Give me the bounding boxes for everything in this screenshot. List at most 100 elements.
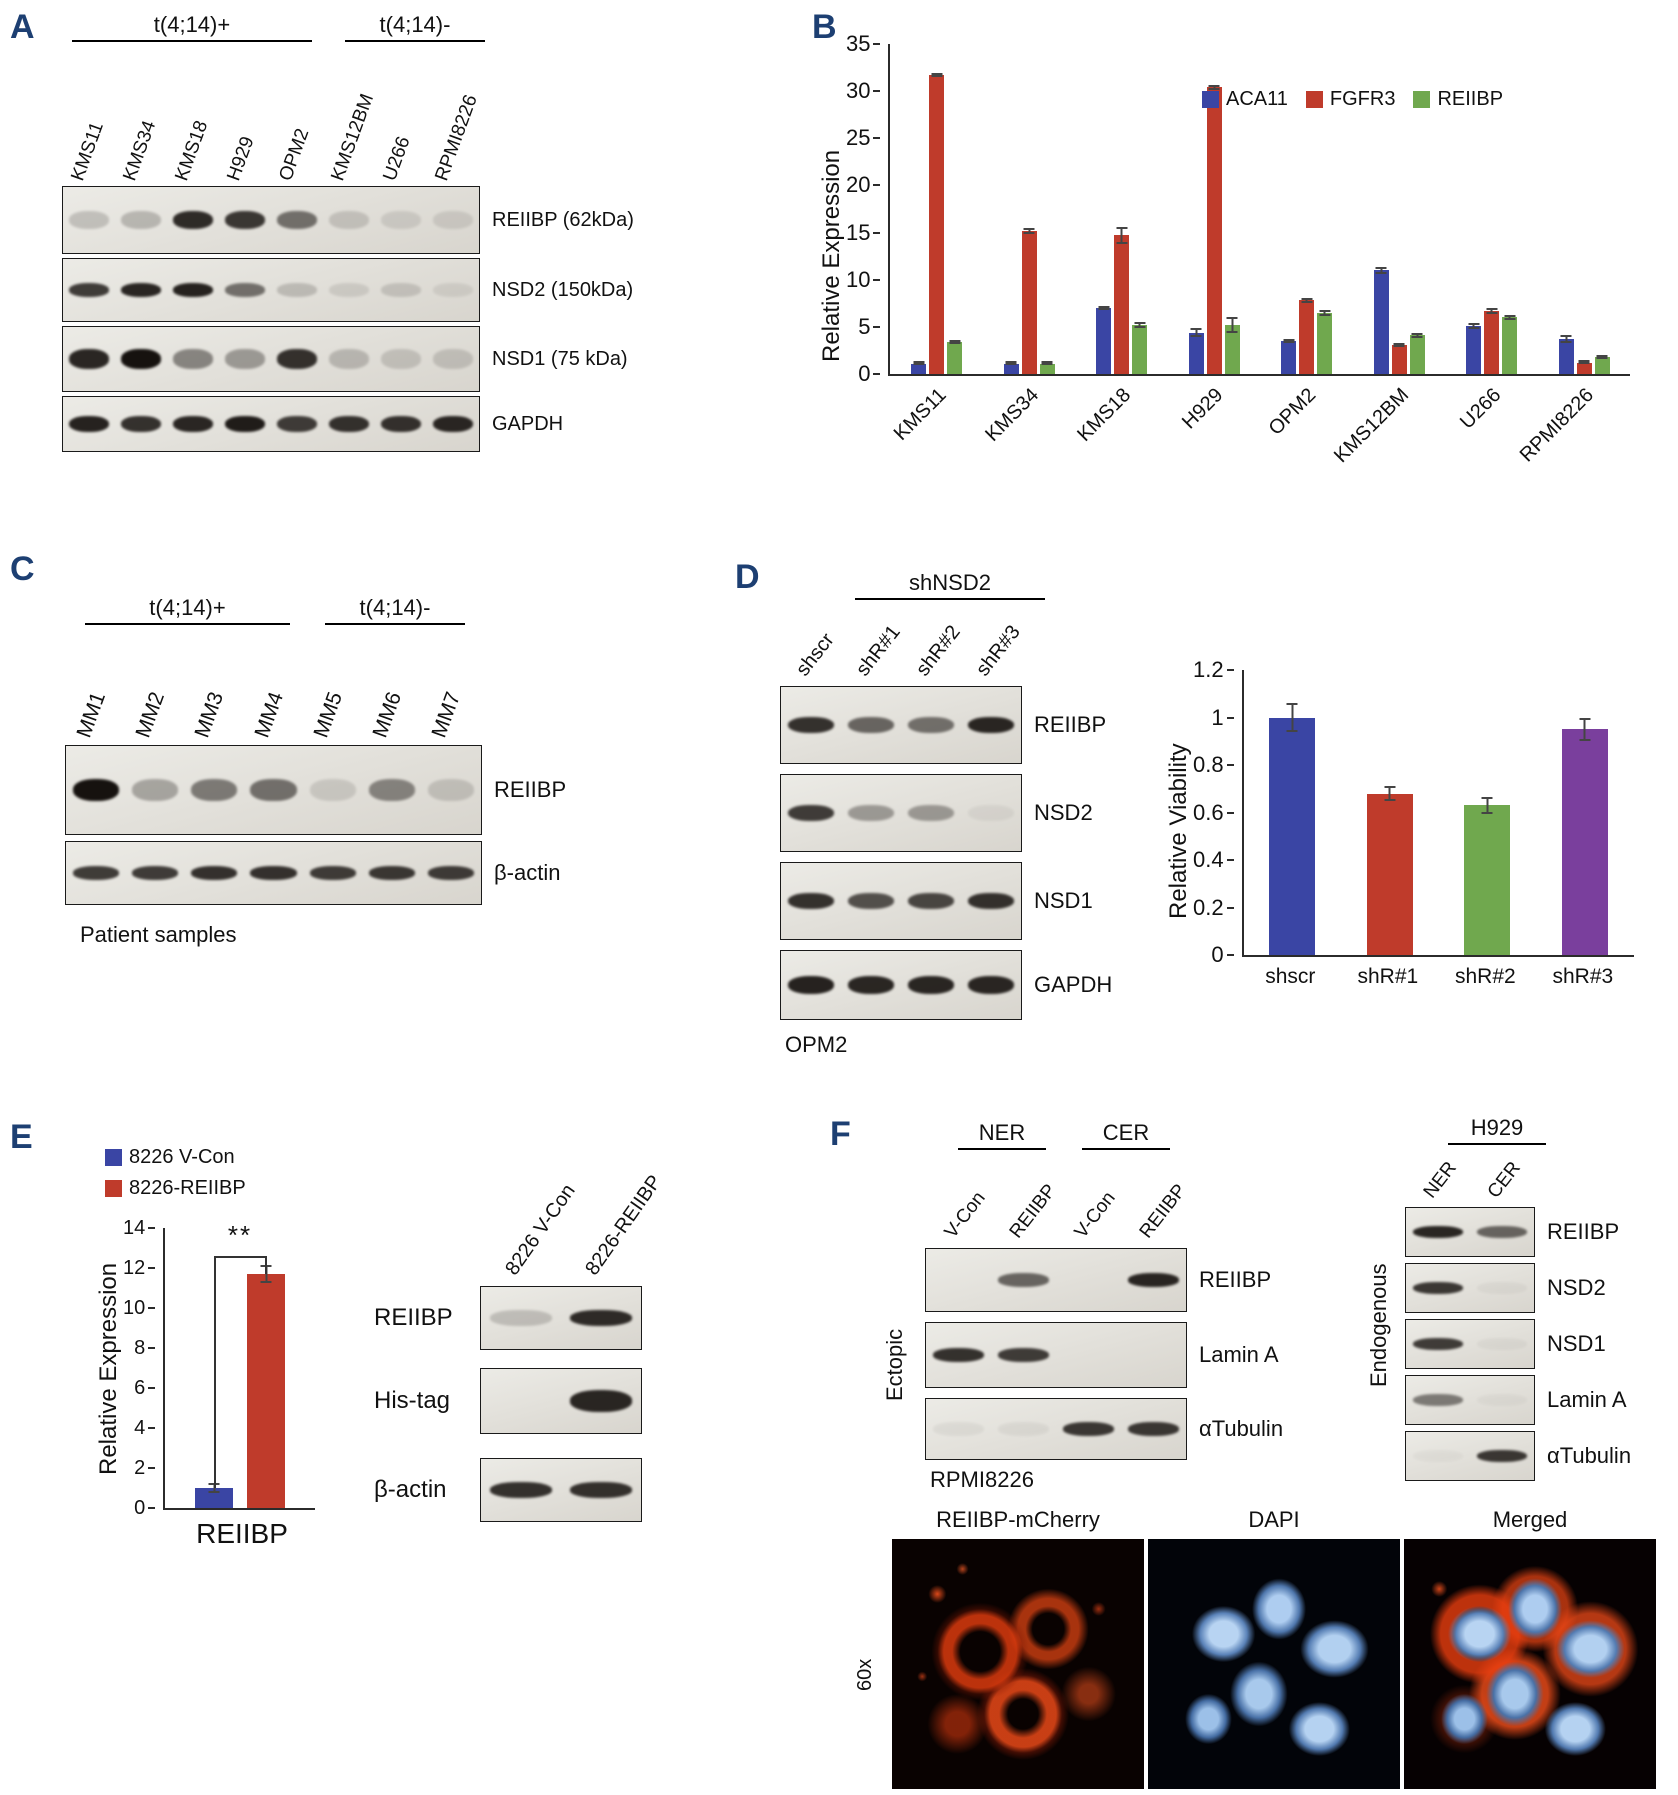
- protein-band: [368, 866, 416, 880]
- blot-lane: [1470, 1432, 1534, 1480]
- protein-band: [569, 1482, 633, 1498]
- protein-band: [224, 416, 266, 432]
- lane-label: RPMI8226: [431, 92, 482, 184]
- bar-group: [1188, 84, 1240, 374]
- x-axis-labels: KMS11 KMS34 KMS18 H929 OPM2 KMS12BM U266 RPMI82…: [888, 376, 1628, 468]
- panel-b: B Relative Expression 35 30 25 20 15 10 5 0 KMS1…: [812, 8, 1678, 548]
- blot-lane: [1406, 1376, 1470, 1424]
- error-bar: [1301, 298, 1313, 303]
- blot-lane: [901, 687, 961, 763]
- blot-image-nsd2: [780, 774, 1022, 852]
- lane-label: CER: [1483, 1157, 1525, 1203]
- cell-line-caption: OPM2: [785, 1032, 848, 1057]
- bar-reiibp: [1039, 361, 1055, 374]
- blot-image-tubulin: [925, 1398, 1187, 1460]
- group-header-cer: CER: [1082, 1120, 1170, 1150]
- western-blot-stack: REIIBP His-tag β-actin: [374, 1286, 642, 1522]
- protein-band: [250, 866, 297, 880]
- lane-labels-zone: NER CER: [1405, 1143, 1533, 1205]
- protein-band: [68, 349, 110, 369]
- microscopy-dapi-image: [1148, 1539, 1400, 1789]
- bar-8226-reiibp: [247, 1265, 286, 1508]
- blot-row: β-actin: [65, 841, 566, 905]
- protein-band: [1063, 1422, 1114, 1436]
- dapi-label: DAPI: [1248, 1507, 1300, 1532]
- blot-lane: [427, 187, 479, 253]
- bar-aca11: [1281, 338, 1297, 374]
- protein-band: [328, 416, 370, 432]
- protein-band: [380, 211, 422, 229]
- bar-fgfr3: [1576, 360, 1592, 374]
- blot-lane: [561, 1369, 641, 1433]
- bar-aca11: [1188, 327, 1204, 374]
- blot-lane: [1470, 1320, 1534, 1368]
- blot-lane: [271, 187, 323, 253]
- blot-lane: [63, 187, 115, 253]
- blot-row: NSD1 (75 kDa): [62, 326, 634, 392]
- blot-lane: [427, 397, 479, 451]
- bar-reiibp: [947, 339, 963, 374]
- bar-group: [247, 1265, 286, 1508]
- blot-lane: [841, 951, 901, 1019]
- protein-band: [967, 717, 1015, 733]
- protein-band: [432, 211, 474, 229]
- significance-bracket-left: [214, 1256, 216, 1488]
- x-category-label: shR#3: [1552, 965, 1614, 988]
- plot-column: shscr shR#1 shR#2 shR#3: [1241, 670, 1634, 993]
- protein-band: [787, 805, 835, 821]
- blot-lane: [1406, 1432, 1470, 1480]
- protein-band: [489, 1482, 553, 1498]
- blot-row-label: REIIBP: [374, 1304, 453, 1331]
- lane-label: MM4: [249, 688, 288, 741]
- plot-area: [1241, 670, 1634, 957]
- blot-lane: [66, 842, 125, 904]
- protein-band: [172, 283, 214, 297]
- legend-item: ACA11: [1202, 88, 1288, 111]
- blot-lane: [1121, 1399, 1186, 1459]
- legend-label: FGFR3: [1329, 88, 1396, 110]
- protein-band: [967, 893, 1015, 909]
- protein-band: [847, 805, 895, 821]
- blot-lane: [1056, 1323, 1121, 1387]
- blot-image-reiibp: [925, 1248, 1187, 1312]
- protein-band: [1477, 1394, 1527, 1406]
- blot-image-lamin-a: [1405, 1375, 1535, 1425]
- legend-swatch: [1305, 91, 1323, 108]
- error-bar: [1226, 317, 1238, 333]
- protein-band: [68, 283, 110, 297]
- error-bar: [1481, 797, 1493, 814]
- lane-label: MM5: [309, 688, 347, 741]
- bar-reiibp: [1594, 354, 1610, 374]
- blot-row-label: NSD1 (75 kDa): [492, 347, 628, 370]
- blot-image-his-tag: [480, 1368, 642, 1434]
- blot-lane: [244, 842, 303, 904]
- lane-label: MM2: [131, 688, 169, 741]
- blot-lane: [961, 951, 1021, 1019]
- blot-lane: [219, 187, 271, 253]
- blot-lane: [481, 1287, 561, 1349]
- x-category-label: OPM2: [1264, 384, 1321, 440]
- x-category-label: RPMI8226: [1515, 384, 1598, 467]
- panel-e: E 8226 V-Con 8226-REIIBP Relative Express…: [10, 1118, 720, 1728]
- blot-image-nsd1: [62, 326, 480, 392]
- blot-lane: [926, 1249, 991, 1311]
- western-blot-stack-ectopic: REIIBP Lamin A αTubulin: [925, 1248, 1283, 1460]
- protein-band: [328, 349, 370, 369]
- blot-image-gapdh: [780, 950, 1022, 1020]
- blot-row: NSD2: [1405, 1263, 1631, 1313]
- bar-group: [1558, 334, 1610, 374]
- error-bar: [1468, 323, 1480, 329]
- bar-fgfr3: [1114, 226, 1130, 374]
- protein-band: [1128, 1422, 1179, 1436]
- x-category-label: shscr: [1265, 965, 1316, 988]
- group-header-shnsd2: shNSD2: [855, 570, 1045, 600]
- western-blot-stack-endogenous: REIIBP NSD2 NSD1 Lamin A αTubulin: [1405, 1207, 1631, 1481]
- mcherry-label: REIIBP-mCherry: [936, 1507, 1100, 1532]
- x-category-label: KMS18: [1073, 384, 1136, 446]
- lane-label: REIIBP: [1005, 1180, 1061, 1243]
- blot-row-label: NSD2: [1034, 800, 1093, 825]
- protein-band: [1413, 1226, 1463, 1238]
- lane-label: V-Con: [940, 1187, 990, 1243]
- protein-band: [1477, 1282, 1527, 1294]
- lane-label: KMS18: [171, 117, 213, 184]
